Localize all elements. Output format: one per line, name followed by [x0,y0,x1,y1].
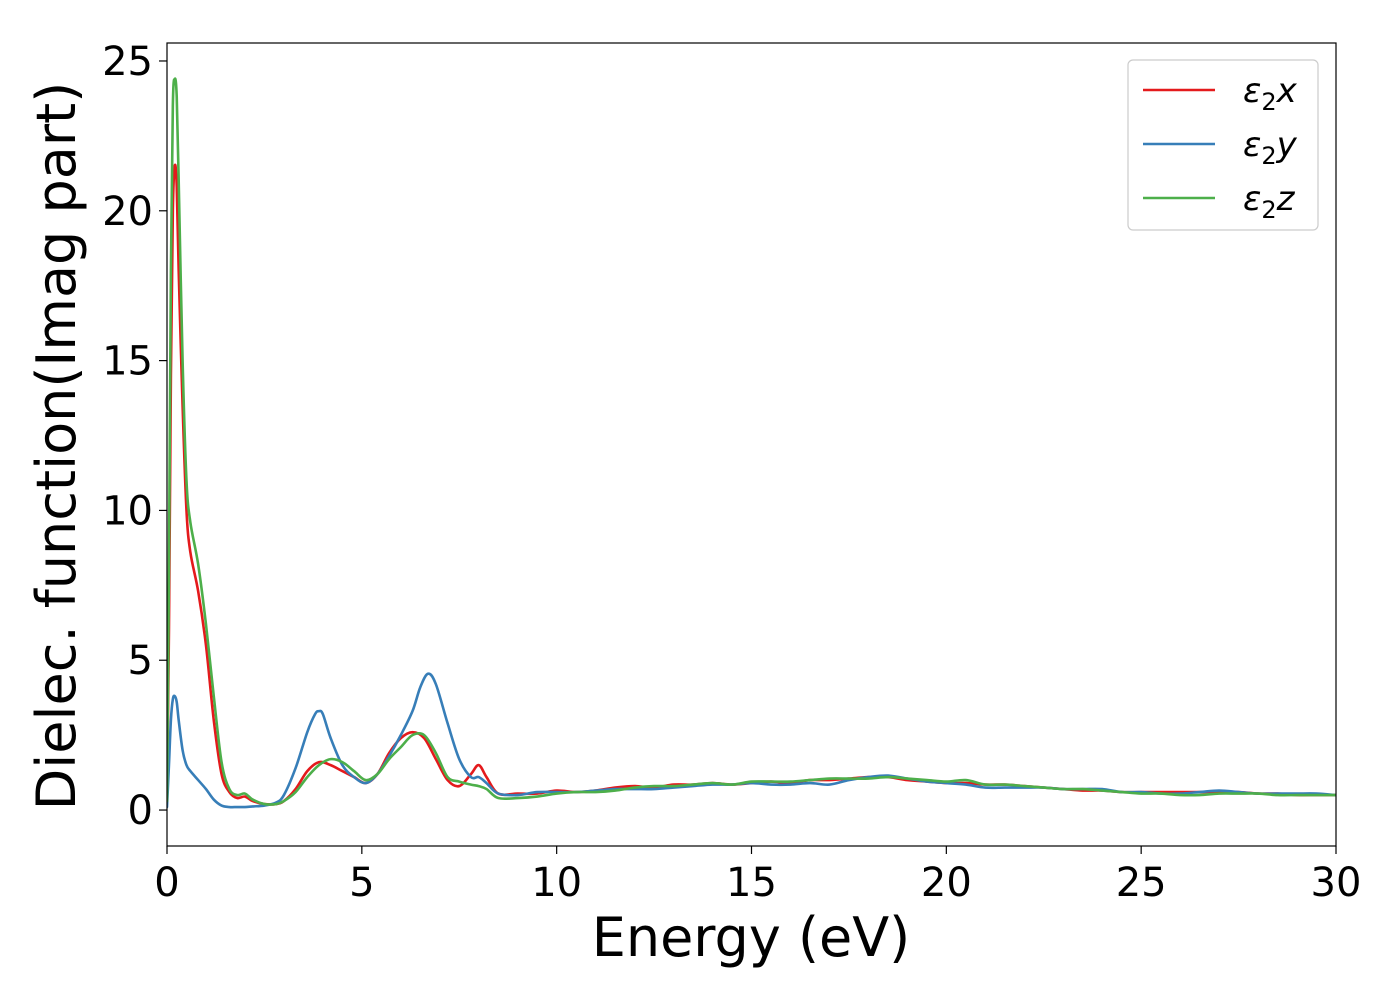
y-tick-label: 20 [102,189,153,235]
legend-label-y: ε2y [1243,125,1298,170]
legend-label-z: ε2z [1243,179,1296,224]
y-tick-label: 15 [102,339,153,385]
y-axis-title: Dielec. function(Imag part) [25,82,88,811]
legend: ε2x ε2y ε2z [1127,59,1319,231]
x-tick-label: 25 [1116,860,1167,906]
series-line-z [167,77,1336,806]
x-tick-label: 15 [726,860,777,906]
y-tick-label: 10 [102,488,153,534]
x-tick-label: 10 [531,860,582,906]
x-tick-label: 30 [1311,860,1362,906]
x-tick-label: 0 [154,860,179,906]
x-axis-ticks: 0 5 10 15 20 25 30 [154,846,1361,906]
legend-box [1127,59,1319,231]
y-axis-ticks: 0 5 10 15 20 25 [102,39,167,834]
x-axis-title: Energy (eV) [592,906,911,969]
series-layer [167,77,1336,809]
legend-label-x: ε2x [1243,71,1298,116]
y-tick-label: 0 [128,788,153,834]
y-tick-label: 5 [128,638,153,684]
y-tick-label: 25 [102,39,153,85]
x-tick-label: 20 [921,860,972,906]
x-tick-label: 5 [349,860,374,906]
